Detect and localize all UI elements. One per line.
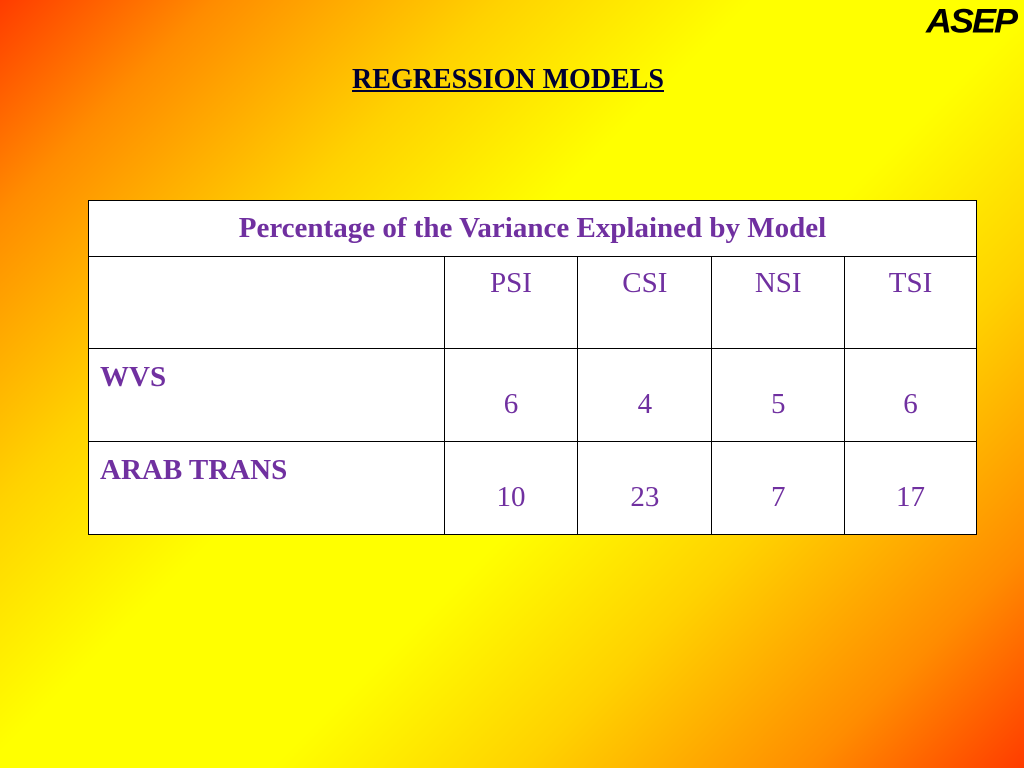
row-label: WVS: [88, 348, 445, 442]
cell-value: 10: [443, 441, 579, 535]
cell-value: 7: [711, 441, 846, 535]
column-header: CSI: [577, 256, 713, 349]
cell-value: 17: [844, 441, 977, 535]
empty-cell: [88, 256, 445, 349]
data-table: Percentage of the Variance Explained by …: [88, 200, 977, 535]
cell-value: 5: [711, 348, 846, 442]
slide-title: REGRESSION MODELS: [352, 64, 664, 95]
table-row: WVS 6 4 5 6: [88, 348, 977, 442]
column-header: PSI: [443, 256, 579, 349]
row-label: ARAB TRANS: [88, 441, 445, 535]
column-header: NSI: [711, 256, 846, 349]
cell-value: 6: [443, 348, 579, 442]
cell-value: 4: [577, 348, 713, 442]
table-caption: Percentage of the Variance Explained by …: [88, 200, 977, 257]
caption-row: Percentage of the Variance Explained by …: [88, 200, 977, 257]
column-header: TSI: [844, 256, 977, 349]
cell-value: 23: [577, 441, 713, 535]
column-header-row: PSI CSI NSI TSI: [88, 256, 977, 349]
table-row: ARAB TRANS 10 23 7 17: [88, 441, 977, 535]
logo: ASEP: [926, 1, 1018, 40]
cell-value: 6: [844, 348, 977, 442]
